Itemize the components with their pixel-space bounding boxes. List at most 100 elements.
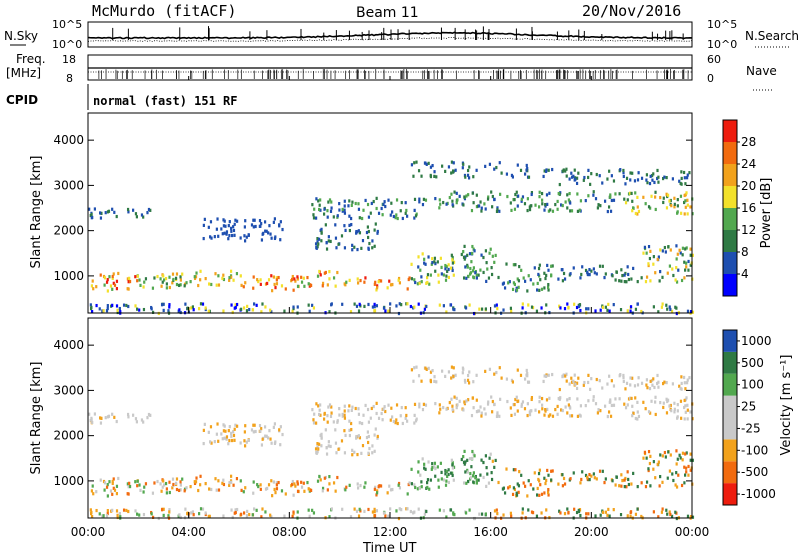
power-cell [111, 303, 114, 307]
power-cell [452, 161, 455, 165]
power-cell [410, 163, 414, 167]
velocity-cell [665, 397, 668, 401]
power-cell [375, 206, 378, 211]
power-cell [587, 194, 590, 198]
velocity-cell [471, 474, 475, 478]
power-cell [488, 162, 492, 166]
power-cell [569, 201, 572, 205]
power-cell [594, 197, 598, 201]
power-cell [222, 224, 225, 228]
velocity-cell [545, 478, 548, 483]
power-cell [680, 182, 683, 186]
velocity-cell [528, 410, 531, 414]
velocity-cell [475, 478, 478, 482]
power-cell [625, 280, 628, 284]
velocity-cell [426, 478, 430, 482]
colorbar-segment [723, 252, 737, 274]
power-cell [373, 228, 376, 232]
nave-tick-top: 60 [707, 53, 721, 66]
power-cell [654, 271, 657, 275]
power-cell [678, 179, 681, 183]
power-cell [510, 309, 513, 313]
velocity-cell [329, 444, 332, 449]
power-cell [554, 202, 557, 207]
velocity-cell [585, 512, 588, 516]
velocity-cell [609, 398, 612, 402]
velocity-cell [354, 406, 357, 411]
power-cell [510, 208, 513, 213]
power-cell [272, 220, 275, 224]
velocity-cell [116, 515, 119, 520]
velocity-cell [570, 380, 574, 384]
power-cell [320, 239, 323, 243]
power-cell [420, 275, 423, 279]
velocity-cell [183, 489, 186, 493]
velocity-cell [172, 482, 175, 487]
power-cell [450, 192, 453, 196]
velocity-cell [253, 507, 256, 511]
velocity-cell [547, 473, 550, 477]
velocity-cell [257, 484, 260, 489]
power-cell [374, 280, 377, 284]
velocity-cell [645, 480, 649, 484]
velocity-cell [244, 424, 247, 428]
velocity-cell [126, 492, 129, 496]
velocity-cell [584, 404, 587, 408]
power-cell [220, 227, 223, 231]
power-cell [264, 229, 267, 233]
power-cell [445, 310, 448, 314]
power-cell [516, 163, 519, 167]
power-cell [343, 208, 346, 212]
velocity-cell [353, 507, 356, 511]
velocity-cell [503, 491, 507, 495]
power-cell [181, 272, 184, 276]
power-cell [191, 305, 195, 309]
velocity-cell [544, 407, 547, 412]
velocity-cell [89, 512, 93, 516]
power-cell [270, 310, 273, 314]
velocity-cell [567, 510, 570, 515]
power-cell [480, 209, 483, 213]
velocity-cell [470, 465, 473, 469]
power-cell [172, 277, 175, 282]
velocity-cell [222, 482, 226, 487]
power-cell [490, 272, 494, 277]
power-cell [575, 181, 579, 186]
power-cell [657, 180, 660, 184]
velocity-cell [240, 512, 243, 516]
velocity-cell [260, 427, 263, 431]
power-cell [356, 281, 360, 285]
velocity-cell [292, 510, 295, 514]
velocity-cell [139, 488, 142, 492]
velocity-cell [558, 509, 561, 513]
velocity-cell [676, 403, 679, 407]
power-cell [614, 192, 617, 196]
power-cell [549, 208, 552, 212]
velocity-cell [395, 509, 398, 513]
power-cell [396, 216, 399, 221]
power-cell [194, 275, 198, 279]
x-tick-label: 00:00 [675, 525, 710, 539]
power-cell [677, 268, 680, 272]
power-cell [153, 276, 156, 280]
velocity-cell [406, 507, 409, 511]
velocity-cell [460, 457, 463, 462]
power-cell [647, 244, 651, 249]
velocity-cell [108, 480, 111, 484]
velocity-cell [147, 412, 151, 417]
power-cell [558, 182, 561, 187]
power-cell [463, 173, 467, 178]
power-cell [684, 199, 687, 203]
power-cell [412, 174, 415, 178]
velocity-cell [326, 488, 329, 492]
power-cell [317, 199, 320, 203]
velocity-cell [671, 382, 674, 386]
power-cell [493, 167, 496, 171]
power-cell [95, 285, 98, 289]
power-cell [162, 302, 165, 306]
power-cell [444, 267, 447, 271]
velocity-cell [442, 509, 445, 513]
velocity-cell [227, 429, 230, 433]
power-cell [376, 286, 379, 290]
power-cell [426, 273, 430, 277]
